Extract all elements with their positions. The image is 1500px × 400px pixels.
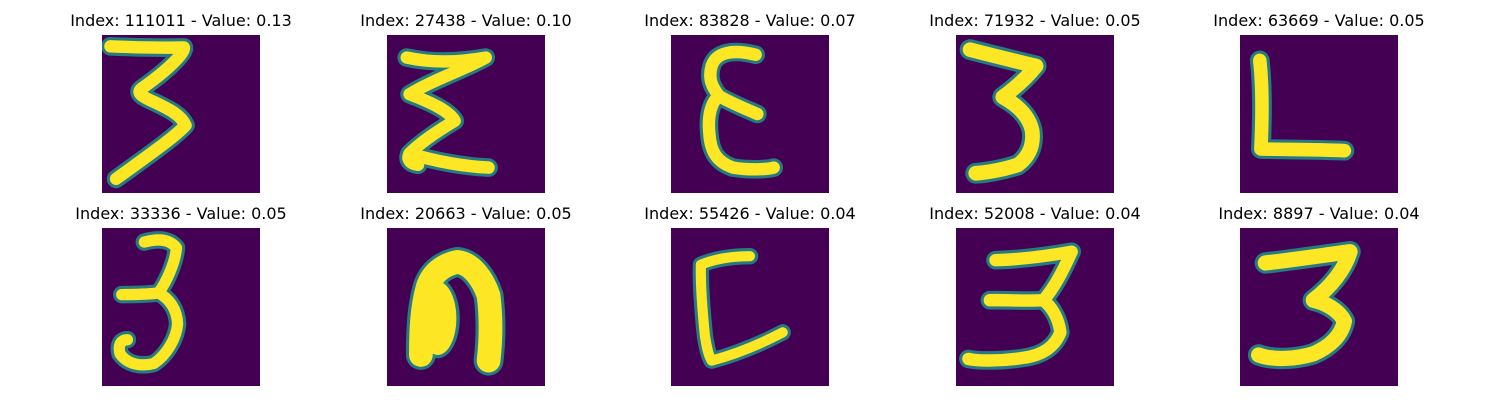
stroke-core — [1252, 53, 1352, 158]
panel-title: Index: 83828 - Value: 0.07 — [644, 11, 856, 30]
digit-panel: Index: 8897 - Value: 0.04 — [1199, 202, 1439, 386]
digit-panel: Index: 111011 - Value: 0.13 — [61, 9, 301, 193]
digit-panel: Index: 20663 - Value: 0.05 — [346, 202, 586, 386]
digit-image-svg — [102, 35, 260, 193]
stroke-core — [962, 42, 1044, 181]
digit-image-svg — [956, 228, 1114, 386]
digit-image — [387, 228, 545, 386]
digit-image-svg — [1240, 35, 1398, 193]
digit-glyph — [1247, 240, 1361, 370]
digit-glyph — [405, 246, 506, 376]
stroke-core — [695, 251, 788, 366]
digit-panel: Index: 55426 - Value: 0.04 — [630, 202, 870, 386]
digit-panel: Index: 33336 - Value: 0.05 — [61, 202, 301, 386]
digit-image-svg — [956, 35, 1114, 193]
panel-title: Index: 27438 - Value: 0.10 — [360, 11, 572, 30]
panel-title: Index: 63669 - Value: 0.05 — [1213, 11, 1425, 30]
stroke-core — [419, 281, 457, 355]
digit-image — [1240, 35, 1398, 193]
digit-image — [956, 228, 1114, 386]
panel-title: Index: 52008 - Value: 0.04 — [929, 204, 1141, 223]
digit-glyph — [102, 36, 195, 189]
stroke-core — [702, 45, 780, 176]
panel-title: Index: 33336 - Value: 0.05 — [75, 204, 287, 223]
panel-title: Index: 55426 - Value: 0.04 — [644, 204, 856, 223]
digit-image — [671, 35, 829, 193]
digit-panel: Index: 52008 - Value: 0.04 — [915, 202, 1155, 386]
digit-image — [102, 35, 260, 193]
panel-title: Index: 71932 - Value: 0.05 — [929, 11, 1141, 30]
stroke-core — [400, 51, 495, 174]
digit-panel: Index: 83828 - Value: 0.07 — [630, 9, 870, 193]
digit-glyph — [397, 48, 498, 177]
stroke-core — [1251, 244, 1358, 367]
digit-image — [1240, 228, 1398, 386]
digit-image — [387, 35, 545, 193]
digit-glyph — [692, 248, 791, 369]
digit-image-svg — [387, 35, 545, 193]
digit-image-svg — [387, 228, 545, 386]
stroke-core — [113, 234, 184, 371]
stroke-core — [962, 245, 1078, 367]
panel-title: Index: 20663 - Value: 0.05 — [360, 204, 572, 223]
digit-panel: Index: 63669 - Value: 0.05 — [1199, 9, 1439, 193]
panel-title: Index: 111011 - Value: 0.13 — [70, 11, 292, 30]
digit-image — [102, 228, 260, 386]
digit-image-svg — [102, 228, 260, 386]
digit-image-svg — [671, 35, 829, 193]
digit-glyph — [959, 242, 1081, 370]
digit-glyph — [699, 42, 784, 179]
digit-image-svg — [671, 228, 829, 386]
stroke-core — [104, 40, 192, 186]
digit-image — [956, 35, 1114, 193]
digit-glyph — [110, 231, 187, 374]
digit-glyph — [1249, 50, 1355, 161]
digit-image — [671, 228, 829, 386]
digit-glyph — [959, 39, 1047, 184]
digit-image-svg — [1240, 228, 1398, 386]
digit-panel: Index: 27438 - Value: 0.10 — [346, 9, 586, 193]
panel-title: Index: 8897 - Value: 0.04 — [1218, 204, 1420, 223]
digit-panel: Index: 71932 - Value: 0.05 — [915, 9, 1155, 193]
